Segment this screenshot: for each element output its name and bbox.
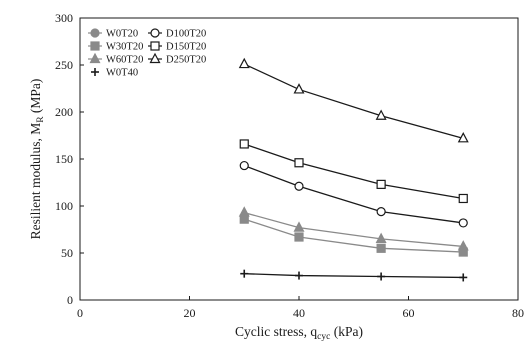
data-point-d150t20 (295, 159, 303, 167)
legend-marker-w0t20 (91, 29, 99, 37)
data-point-w0t40 (377, 273, 385, 281)
legend-marker-d250t20 (151, 54, 160, 63)
legend-marker-w0t40 (91, 68, 99, 76)
data-point-w0t40 (240, 270, 248, 278)
data-point-d100t20 (240, 162, 248, 170)
legend-item-d100t20: D100T20 (148, 29, 206, 40)
x-axis-label-main: Cyclic stress, q (235, 324, 317, 339)
x-tick-label: 60 (403, 306, 415, 320)
data-point-d150t20 (240, 140, 248, 148)
x-axis-label: Cyclic stress, qcyc (kPa) (235, 324, 363, 342)
data-point-d250t20 (240, 59, 249, 67)
x-tick-label: 20 (184, 306, 196, 320)
series-w0t40 (240, 270, 467, 282)
y-tick-label: 0 (67, 293, 73, 307)
y-tick-label: 200 (55, 105, 73, 119)
x-axis-label-sub: cyc (317, 332, 330, 342)
data-point-d100t20 (295, 182, 303, 190)
data-point-d150t20 (377, 180, 385, 188)
y-tick-label: 100 (55, 199, 73, 213)
series-line-w0t40 (244, 274, 463, 278)
legend-item-w0t20: W0T20 (88, 29, 138, 40)
y-axis-label-main: Resilient modulus, M (28, 123, 43, 240)
data-point-d100t20 (377, 208, 385, 216)
y-tick-label: 50 (61, 246, 73, 260)
series-d150t20 (240, 140, 467, 203)
series-d250t20 (240, 59, 468, 142)
y-axis-label-unit: (MPa) (28, 79, 43, 117)
series-line-d150t20 (244, 144, 463, 199)
data-point-w0t40 (459, 273, 467, 281)
legend-marker-w30t20 (91, 42, 99, 50)
y-tick-label: 150 (55, 152, 73, 166)
legend-label-w60t20: W60T20 (106, 55, 143, 66)
x-axis-label-unit: (kPa) (330, 324, 363, 339)
data-point-w30t20 (295, 233, 303, 241)
data-point-w60t20 (240, 208, 249, 217)
legend: W0T20 W30T20 W60T20 W0T40 D100T20 D150T20 D250… (88, 29, 206, 79)
legend-label-d250t20: D250T20 (166, 55, 206, 66)
legend-item-d150t20: D150T20 (148, 42, 206, 53)
x-tick-label: 40 (293, 306, 305, 320)
legend-item-w30t20: W30T20 (88, 42, 143, 53)
x-tick-label: 0 (77, 306, 83, 320)
series-layer (240, 59, 468, 281)
series-line-d250t20 (244, 64, 463, 138)
x-tick-label: 80 (512, 306, 524, 320)
legend-label-w0t40: W0T40 (106, 68, 138, 79)
legend-label-w30t20: W30T20 (106, 42, 143, 53)
data-point-d100t20 (459, 219, 467, 227)
series-d100t20 (240, 162, 467, 227)
data-point-w0t40 (295, 272, 303, 280)
y-axis-label: Resilient modulus, MR (MPa) (28, 79, 46, 240)
legend-label-w0t20: W0T20 (106, 29, 138, 40)
y-tick-label: 300 (55, 11, 73, 25)
legend-item-w60t20: W60T20 (88, 54, 143, 66)
legend-item-w0t40: W0T40 (91, 68, 138, 79)
legend-marker-d150t20 (151, 42, 159, 50)
legend-item-d250t20: D250T20 (148, 54, 206, 66)
y-tick-label: 250 (55, 58, 73, 72)
legend-label-d100t20: D100T20 (166, 29, 206, 40)
legend-marker-d100t20 (151, 29, 159, 37)
series-line-d100t20 (244, 166, 463, 223)
data-point-w30t20 (377, 244, 385, 252)
legend-label-d150t20: D150T20 (166, 42, 206, 53)
legend-marker-w60t20 (91, 54, 100, 63)
data-point-d150t20 (459, 194, 467, 202)
